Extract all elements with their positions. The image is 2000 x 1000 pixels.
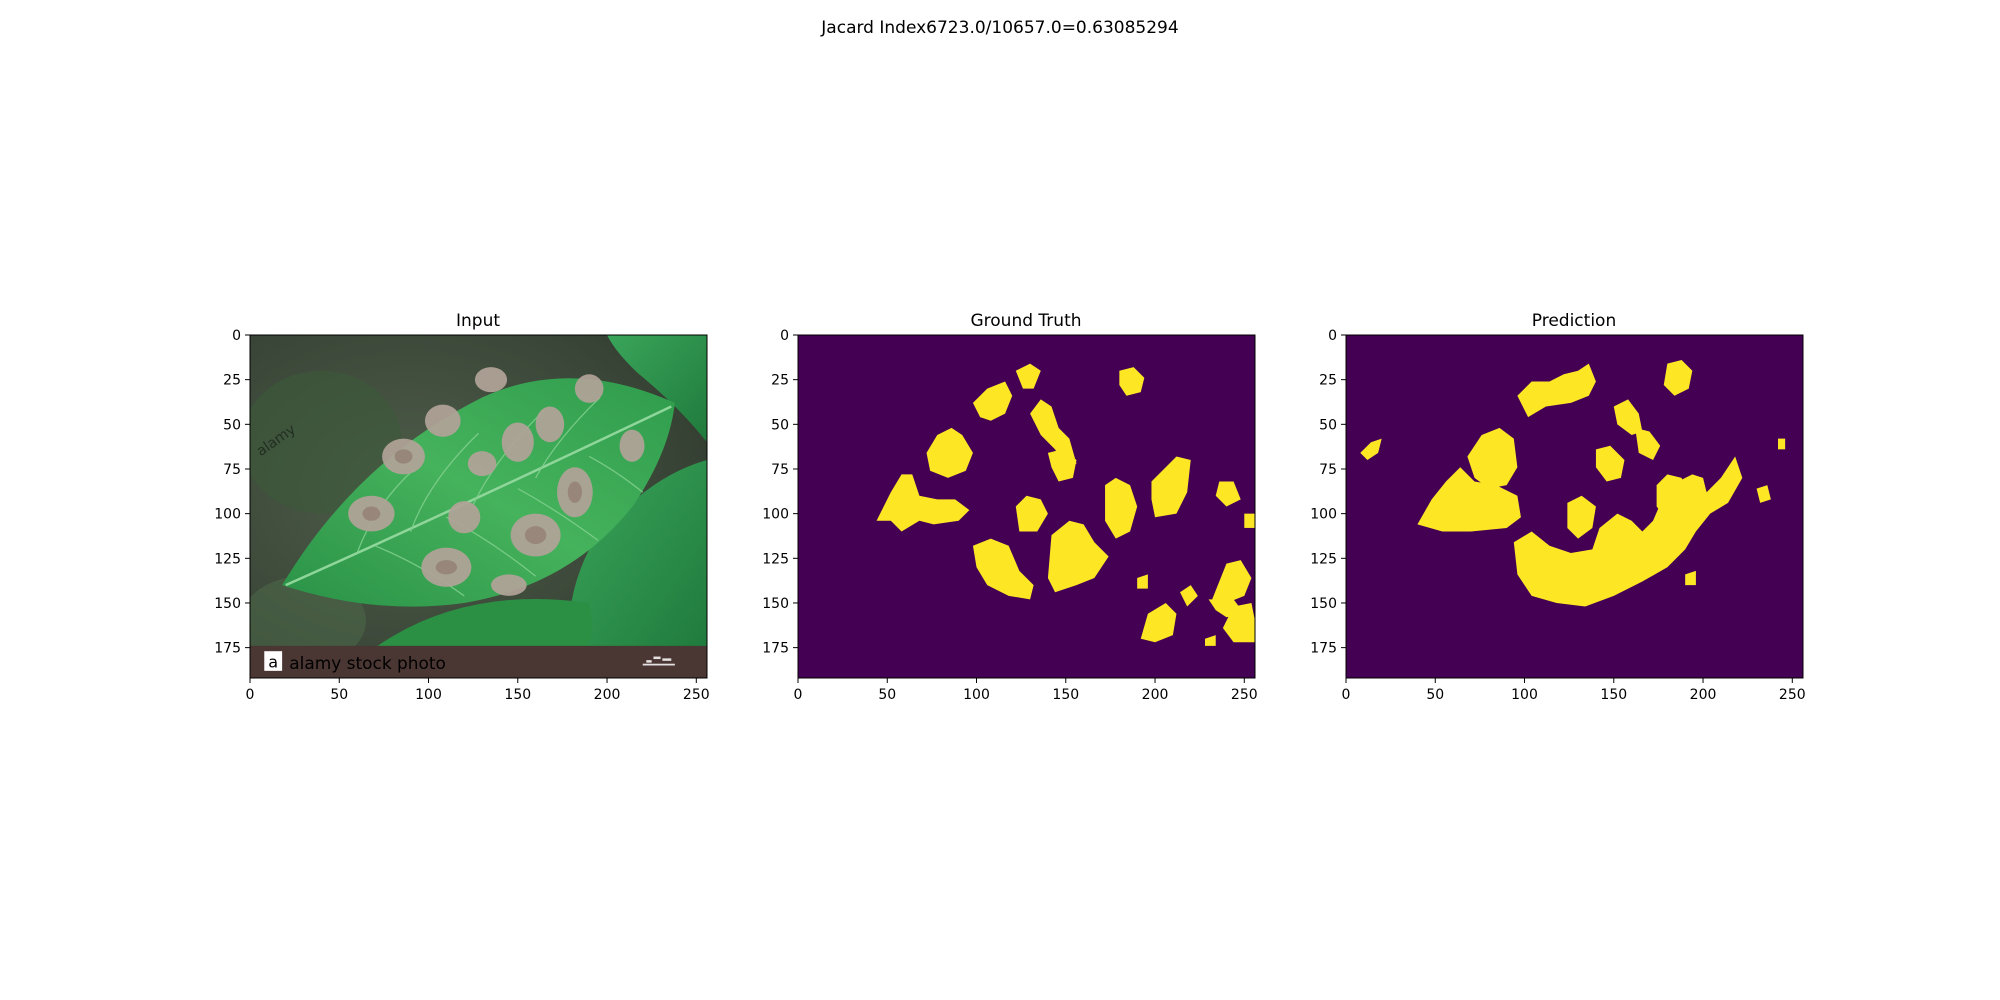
figure-suptitle: Jacard Index6723.0/10657.0=0.63085294 bbox=[820, 18, 1178, 38]
leaf-lower-right bbox=[569, 460, 707, 657]
y-tick-label: 175 bbox=[762, 641, 789, 657]
lesions bbox=[348, 367, 645, 596]
prediction-mask bbox=[1346, 335, 1803, 678]
mask-regions bbox=[1360, 360, 1786, 607]
y-tick-label: 0 bbox=[780, 328, 789, 344]
x-tick-label: 50 bbox=[878, 687, 896, 703]
x-tick-label: 250 bbox=[683, 687, 710, 703]
watermark-code bbox=[642, 656, 675, 666]
y-tick-label: 150 bbox=[214, 596, 241, 612]
x-tick-label: 150 bbox=[504, 687, 531, 703]
x-tick-label: 50 bbox=[1426, 687, 1444, 703]
y-tick-label: 175 bbox=[214, 641, 241, 657]
x-tick-label: 0 bbox=[246, 687, 255, 703]
x-tick-label: 100 bbox=[963, 687, 990, 703]
axes-frame bbox=[1345, 334, 1804, 679]
x-tick-label: 0 bbox=[1342, 687, 1351, 703]
x-tick-label: 200 bbox=[1142, 687, 1169, 703]
y-tick-label: 125 bbox=[214, 551, 241, 567]
watermark-logo-letter: a bbox=[268, 652, 278, 671]
y-tick-label: 50 bbox=[1319, 417, 1337, 433]
panel-prediction: Prediction 0 50 100 150 200 250 0 25 bbox=[1310, 311, 1805, 703]
x-axis: 0 50 100 150 200 250 bbox=[1342, 678, 1806, 703]
panel-input: Input bbox=[214, 311, 709, 703]
y-tick-label: 150 bbox=[762, 596, 789, 612]
y-axis: 0 25 50 75 100 125 150 175 bbox=[214, 328, 250, 657]
y-tick-label: 75 bbox=[223, 462, 241, 478]
watermark-banner bbox=[250, 645, 707, 678]
y-tick-label: 25 bbox=[223, 373, 241, 389]
main-leaf bbox=[282, 378, 675, 607]
y-tick-label: 175 bbox=[1310, 641, 1337, 657]
y-tick-label: 150 bbox=[1310, 596, 1337, 612]
x-axis: 0 50 100 150 200 250 bbox=[246, 678, 710, 703]
y-tick-label: 0 bbox=[1328, 328, 1337, 344]
x-tick-label: 100 bbox=[415, 687, 442, 703]
x-tick-label: 250 bbox=[1779, 687, 1806, 703]
y-tick-label: 125 bbox=[762, 551, 789, 567]
lesion-cores bbox=[362, 449, 583, 575]
y-tick-label: 100 bbox=[1310, 507, 1337, 523]
x-axis: 0 50 100 150 200 250 bbox=[794, 678, 1258, 703]
blur-patch bbox=[250, 370, 402, 514]
panel-title: Input bbox=[456, 311, 500, 331]
y-axis: 0 25 50 75 100 125 150 175 bbox=[1310, 328, 1346, 657]
x-tick-label: 200 bbox=[594, 687, 621, 703]
x-tick-label: 250 bbox=[1231, 687, 1258, 703]
watermark-logo-icon bbox=[264, 651, 283, 671]
ground-truth-mask bbox=[798, 335, 1255, 678]
x-tick-label: 50 bbox=[330, 687, 348, 703]
leaf-lower bbox=[374, 598, 593, 657]
mask-regions bbox=[876, 363, 1255, 646]
y-tick-label: 50 bbox=[771, 417, 789, 433]
axes-frame bbox=[249, 334, 708, 679]
x-tick-label: 100 bbox=[1511, 687, 1538, 703]
y-tick-label: 75 bbox=[1319, 462, 1337, 478]
y-tick-label: 25 bbox=[1319, 373, 1337, 389]
x-tick-label: 150 bbox=[1052, 687, 1079, 703]
x-tick-label: 200 bbox=[1690, 687, 1717, 703]
panel-title: Ground Truth bbox=[970, 311, 1081, 331]
x-tick-label: 0 bbox=[794, 687, 803, 703]
y-tick-label: 75 bbox=[771, 462, 789, 478]
axes-frame bbox=[797, 334, 1256, 679]
y-axis: 0 25 50 75 100 125 150 175 bbox=[762, 328, 798, 657]
panel-ground-truth: Ground Truth bbox=[762, 311, 1257, 703]
y-tick-label: 125 bbox=[1310, 551, 1337, 567]
panel-title: Prediction bbox=[1532, 311, 1616, 331]
y-tick-label: 50 bbox=[223, 417, 241, 433]
y-tick-label: 100 bbox=[214, 507, 241, 523]
input-image: alamy a alamy stock photo bbox=[250, 335, 707, 678]
y-tick-label: 100 bbox=[762, 507, 789, 523]
watermark-text: alamy stock photo bbox=[289, 653, 446, 673]
y-tick-label: 25 bbox=[771, 373, 789, 389]
y-tick-label: 0 bbox=[232, 328, 241, 344]
x-tick-label: 150 bbox=[1600, 687, 1627, 703]
leaf-right bbox=[607, 335, 707, 443]
